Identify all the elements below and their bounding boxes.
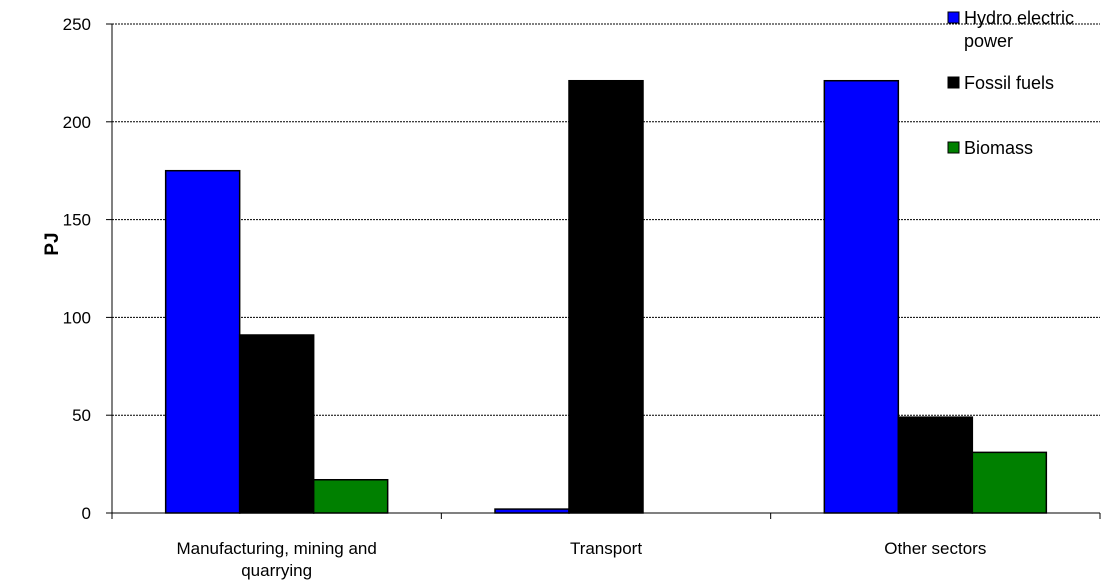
- y-tick-label: 50: [72, 406, 91, 425]
- legend-label: Hydro electric: [964, 8, 1074, 28]
- bar: [568, 79, 644, 514]
- axis-labels: 0 50 100 150 200 250 Manufacturing, mining and…: [63, 15, 987, 580]
- legend-label: Fossil fuels: [964, 73, 1054, 93]
- bars: [164, 79, 1048, 514]
- bar: [238, 334, 315, 514]
- bar: [897, 416, 974, 514]
- bar: [823, 79, 900, 514]
- bar: [164, 169, 241, 514]
- bar: [312, 478, 389, 514]
- x-category-label: Manufacturing, mining and: [176, 539, 376, 558]
- y-tick-label: 150: [63, 211, 91, 230]
- bar: [494, 508, 570, 514]
- legend-swatch: [947, 11, 960, 24]
- legend-swatch: [947, 141, 960, 154]
- x-category-label: quarrying: [241, 561, 312, 580]
- legend-label: power: [964, 31, 1013, 51]
- y-tick-label: 0: [82, 504, 91, 523]
- y-tick-label: 100: [63, 308, 91, 327]
- legend: Hydro electric power Fossil fuels Biomass: [947, 8, 1074, 158]
- x-category-label: Other sectors: [884, 539, 986, 558]
- y-tick-label: 200: [63, 113, 91, 132]
- legend-label: Biomass: [964, 138, 1033, 158]
- y-tick-label: 250: [63, 15, 91, 34]
- legend-swatch: [947, 76, 960, 89]
- x-category-label: Transport: [570, 539, 642, 558]
- bar: [971, 451, 1048, 514]
- y-axis-title: PJ: [42, 232, 63, 255]
